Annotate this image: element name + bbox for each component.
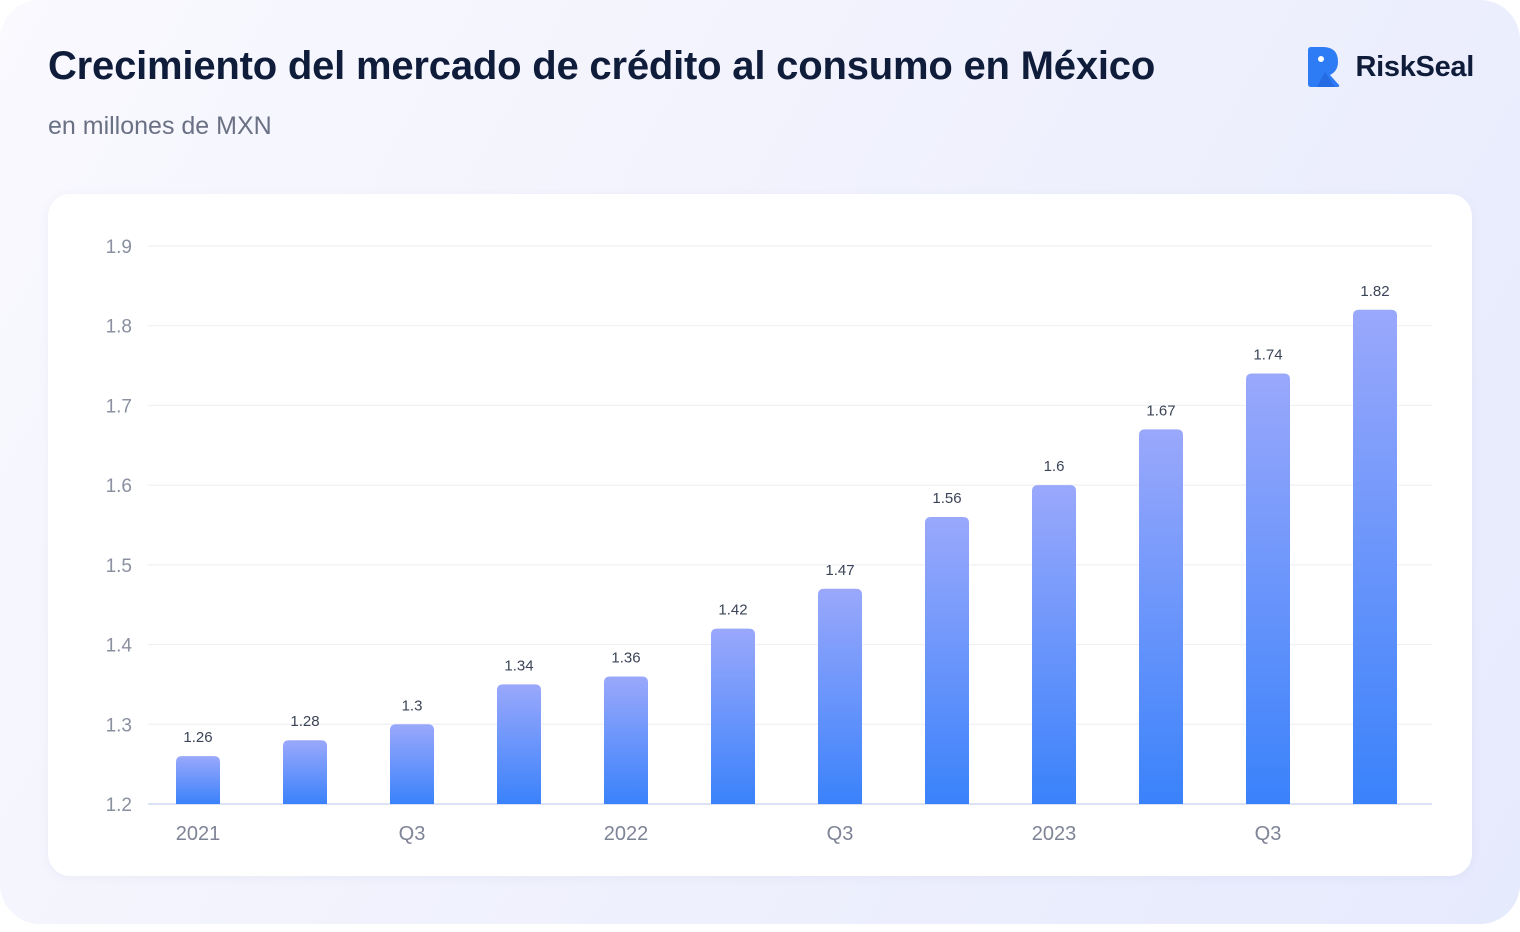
gridlines xyxy=(148,245,1432,805)
y-axis: 1.9 1.8 1.7 1.6 1.5 1.4 1.3 1.2 xyxy=(106,237,133,816)
bar xyxy=(1139,429,1183,804)
bar-chart: 1.9 1.8 1.7 1.6 1.5 1.4 1.3 1.2 1.26 1.28 1.3 1.34… xyxy=(106,237,1432,845)
y-tick-label: 1.6 xyxy=(106,476,132,497)
brand-name: RiskSeal xyxy=(1355,50,1474,83)
data-label: 1.47 xyxy=(825,562,854,579)
bar xyxy=(1353,309,1397,804)
y-tick-label: 1.9 xyxy=(106,237,132,258)
chart-card: 1.9 1.8 1.7 1.6 1.5 1.4 1.3 1.2 1.26 1.28 1.3 1.34… xyxy=(48,194,1472,876)
bar xyxy=(1032,485,1076,804)
data-label: 1.36 xyxy=(611,649,640,666)
bar xyxy=(818,588,862,804)
y-tick-label: 1.7 xyxy=(106,396,132,417)
bar xyxy=(390,724,434,804)
riskseal-logo-icon xyxy=(1308,47,1340,87)
data-label: 1.28 xyxy=(290,713,319,730)
y-tick-label: 1.4 xyxy=(106,636,133,657)
data-label: 1.82 xyxy=(1360,283,1389,300)
chart-subtitle: en millones de MXN xyxy=(48,112,272,140)
data-label: 1.42 xyxy=(718,602,747,619)
data-label: 1.26 xyxy=(183,729,212,746)
data-label: 1.34 xyxy=(504,657,533,674)
chart-title: Crecimiento del mercado de crédito al co… xyxy=(48,44,1156,88)
y-tick-label: 1.2 xyxy=(106,795,132,816)
data-label: 1.3 xyxy=(402,697,423,714)
data-labels: 1.26 1.28 1.3 1.34 1.36 1.42 1.47 1.56 1.6 1.67 1.… xyxy=(183,283,1389,746)
x-axis: 2021 Q3 2022 Q3 2023 Q3 xyxy=(176,823,1282,845)
bar xyxy=(176,756,220,804)
bars xyxy=(176,309,1397,804)
data-label: 1.56 xyxy=(932,490,961,507)
bar xyxy=(497,684,541,804)
bar xyxy=(711,628,755,804)
data-label: 1.67 xyxy=(1146,402,1175,419)
bar xyxy=(1246,373,1290,804)
x-tick-label: 2021 xyxy=(176,823,221,845)
bar xyxy=(604,676,648,804)
x-tick-label: Q3 xyxy=(399,823,426,845)
x-tick-label: 2022 xyxy=(604,823,649,845)
x-tick-label: 2023 xyxy=(1032,823,1077,845)
bar xyxy=(283,740,327,804)
y-tick-label: 1.5 xyxy=(106,556,132,577)
data-label: 1.6 xyxy=(1044,458,1065,475)
y-tick-label: 1.8 xyxy=(106,317,132,338)
brand-logo: RiskSeal xyxy=(1303,46,1474,88)
y-tick-label: 1.3 xyxy=(106,715,132,736)
x-tick-label: Q3 xyxy=(1255,823,1282,845)
x-tick-label: Q3 xyxy=(827,823,854,845)
bar xyxy=(925,517,969,804)
data-label: 1.74 xyxy=(1253,347,1282,364)
